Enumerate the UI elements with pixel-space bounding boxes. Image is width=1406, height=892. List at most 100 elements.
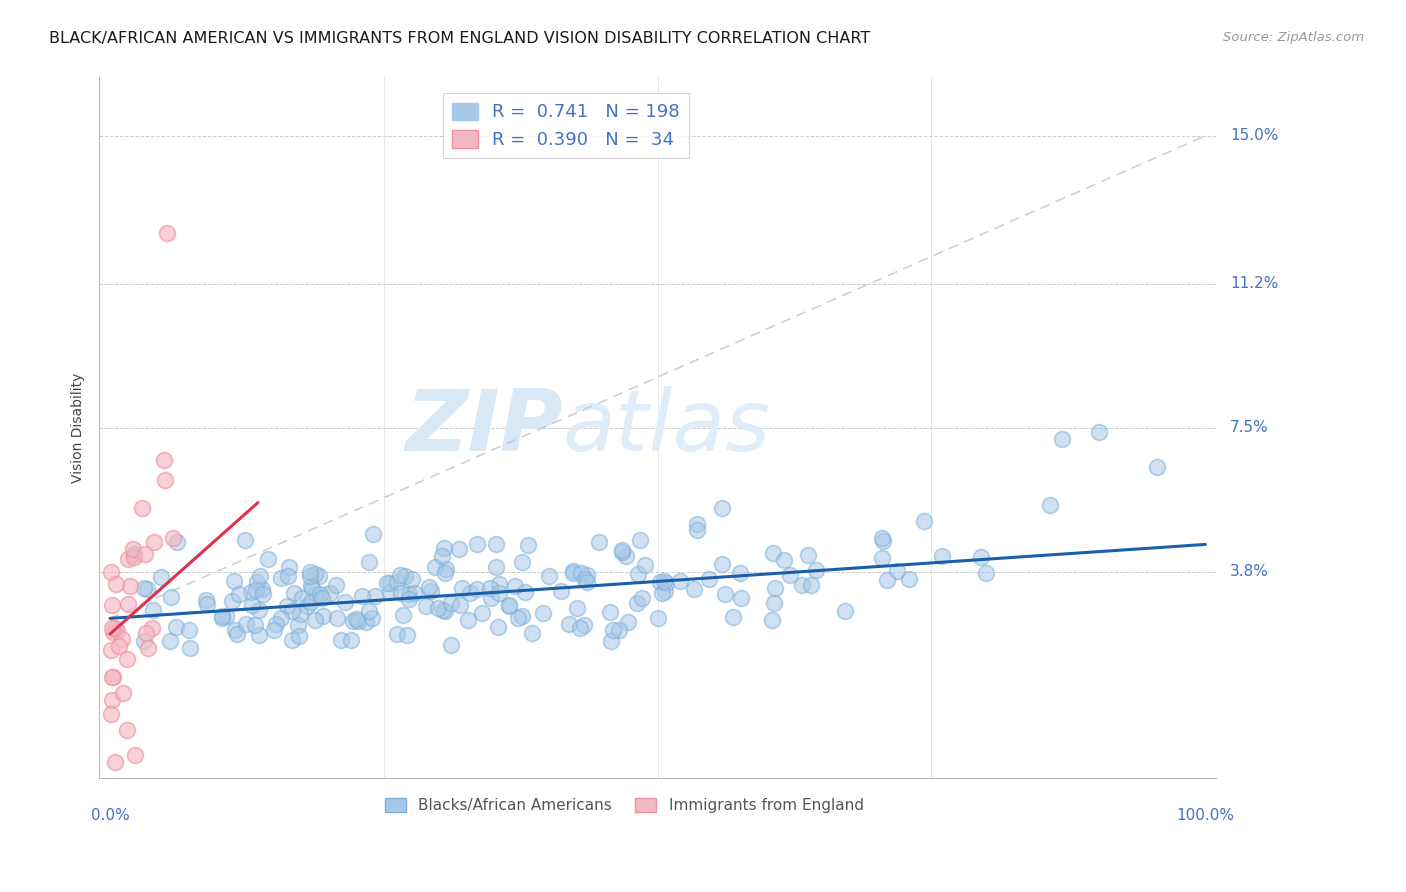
Text: 11.2%: 11.2% [1230, 277, 1278, 291]
Point [342, 614, 364, 628]
Point [721, 609, 744, 624]
Point [588, 535, 610, 549]
Point [142, 603, 165, 617]
Point [612, 542, 634, 557]
Point [305, 586, 328, 600]
Point [478, 581, 501, 595]
Point [101, 621, 124, 635]
Point [100, 598, 122, 612]
Point [224, 623, 246, 637]
Point [162, 531, 184, 545]
Point [575, 568, 598, 582]
Point [834, 604, 856, 618]
Point [132, 581, 155, 595]
Point [531, 606, 554, 620]
Point [160, 590, 183, 604]
Point [242, 599, 264, 613]
Point [304, 567, 326, 582]
Point [195, 597, 218, 611]
Point [449, 598, 471, 612]
Point [479, 591, 502, 605]
Point [233, 533, 256, 547]
Point [440, 596, 463, 610]
Point [558, 617, 581, 632]
Point [651, 586, 673, 600]
Point [628, 533, 651, 548]
Point [498, 598, 520, 612]
Point [252, 587, 274, 601]
Point [1146, 459, 1168, 474]
Point [714, 587, 737, 601]
Point [245, 582, 267, 597]
Point [101, 670, 124, 684]
Point [434, 566, 457, 581]
Point [100, 565, 122, 579]
Point [1052, 433, 1074, 447]
Point [763, 581, 786, 595]
Point [389, 586, 412, 600]
Point [122, 541, 145, 556]
Point [426, 601, 449, 615]
Point [115, 652, 138, 666]
Point [648, 575, 671, 590]
Point [340, 632, 363, 647]
Point [686, 516, 709, 531]
Point [655, 575, 678, 590]
Point [683, 582, 706, 596]
Point [291, 591, 314, 605]
Point [221, 594, 243, 608]
Point [512, 555, 534, 569]
Point [669, 574, 692, 589]
Point [599, 634, 621, 648]
Point [465, 582, 488, 596]
Point [612, 545, 634, 559]
Point [485, 537, 508, 551]
Point [264, 617, 287, 632]
Point [565, 600, 588, 615]
Point [211, 610, 233, 624]
Point [122, 547, 145, 561]
Point [281, 604, 304, 618]
Point [363, 526, 385, 541]
Point [763, 596, 786, 610]
Point [309, 587, 332, 601]
Point [970, 550, 993, 565]
Point [380, 585, 402, 599]
Point [484, 559, 506, 574]
Point [508, 611, 530, 625]
Point [325, 577, 347, 591]
Point [627, 566, 650, 581]
Text: BLACK/AFRICAN AMERICAN VS IMMIGRANTS FROM ENGLAND VISION DISABILITY CORRELATION : BLACK/AFRICAN AMERICAN VS IMMIGRANTS FRO… [49, 31, 870, 46]
Point [711, 501, 734, 516]
Point [222, 574, 245, 589]
Point [394, 568, 416, 582]
Point [110, 632, 132, 647]
Point [136, 582, 159, 597]
Point [299, 595, 322, 609]
Point [387, 626, 409, 640]
Point [247, 628, 270, 642]
Point [124, 550, 146, 565]
Point [398, 592, 420, 607]
Point [415, 599, 437, 613]
Point [270, 611, 292, 625]
Point [432, 603, 454, 617]
Point [281, 633, 304, 648]
Point [465, 537, 488, 551]
Point [101, 692, 124, 706]
Point [312, 609, 335, 624]
Point [111, 686, 134, 700]
Point [389, 567, 412, 582]
Point [430, 549, 453, 564]
Point [214, 608, 236, 623]
Point [1039, 498, 1062, 512]
Text: ZIP: ZIP [405, 386, 562, 469]
Point [325, 610, 347, 624]
Point [308, 568, 330, 582]
Point [800, 578, 823, 592]
Point [350, 589, 373, 603]
Point [240, 585, 263, 599]
Point [654, 583, 676, 598]
Point [433, 541, 456, 555]
Point [134, 547, 156, 561]
